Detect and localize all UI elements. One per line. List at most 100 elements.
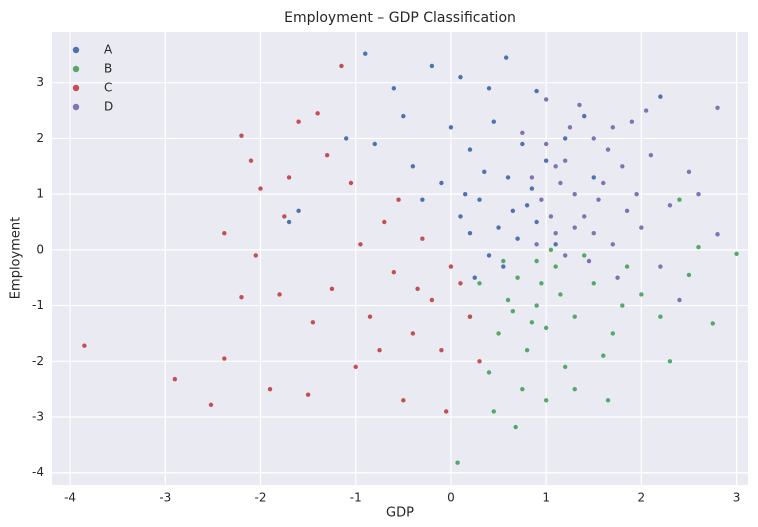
point: [420, 197, 425, 202]
point: [605, 147, 611, 152]
point: [582, 113, 587, 119]
point: [515, 275, 520, 280]
point: [477, 281, 482, 286]
x-tick-label: -3: [159, 491, 171, 505]
point: [734, 251, 739, 256]
point: [439, 180, 444, 186]
point: [472, 275, 477, 280]
point: [415, 286, 420, 292]
point: [572, 386, 577, 392]
x-tick-label: -4: [64, 491, 76, 505]
point: [496, 331, 501, 336]
point: [667, 359, 673, 364]
point: [543, 158, 549, 163]
point: [534, 88, 539, 94]
point: [648, 152, 654, 158]
point: [208, 402, 214, 407]
point: [458, 74, 463, 80]
point: [548, 214, 554, 219]
point: [515, 236, 520, 241]
point: [553, 230, 558, 236]
x-tick-label: 1: [542, 491, 550, 505]
point: [520, 141, 525, 147]
point: [582, 253, 587, 258]
point: [82, 343, 87, 348]
point: [529, 186, 535, 191]
point: [410, 164, 416, 169]
point: [239, 133, 244, 138]
point: [486, 253, 492, 258]
point: [582, 214, 587, 219]
point: [463, 191, 468, 197]
point: [667, 203, 673, 208]
point: [503, 55, 509, 60]
point: [715, 232, 720, 237]
point: [605, 398, 611, 403]
point: [572, 314, 577, 319]
point: [372, 141, 377, 147]
point: [610, 242, 615, 247]
point: [534, 303, 539, 308]
point: [358, 242, 363, 247]
point: [624, 264, 630, 269]
point: [282, 214, 287, 219]
point: [367, 314, 373, 319]
point: [310, 320, 316, 325]
point: [172, 376, 178, 382]
point: [401, 398, 406, 403]
x-tick-label: 0: [447, 491, 455, 505]
point: [401, 113, 406, 119]
point: [510, 208, 516, 214]
point: [429, 63, 435, 69]
point: [253, 253, 258, 258]
point: [439, 347, 444, 353]
point: [524, 203, 530, 208]
point: [591, 136, 596, 141]
point: [572, 225, 577, 230]
point: [601, 353, 606, 358]
point: [715, 105, 720, 110]
point: [339, 63, 344, 69]
point: [658, 94, 663, 99]
y-axis-label: Employment: [9, 217, 24, 299]
point: [305, 392, 311, 397]
point: [505, 297, 511, 303]
point: [510, 308, 516, 314]
point: [377, 347, 382, 353]
point: [534, 242, 539, 247]
point: [353, 364, 358, 370]
chart-title: Employment – GDP Classification: [284, 10, 516, 26]
point: [543, 325, 549, 331]
point: [363, 51, 368, 56]
point: [586, 258, 592, 264]
point: [296, 119, 301, 124]
point: [534, 219, 539, 225]
point: [443, 409, 449, 414]
point: [467, 147, 473, 152]
x-axis-label: GDP: [386, 506, 414, 521]
plot-area: [52, 32, 748, 485]
point: [548, 247, 554, 253]
point: [248, 158, 254, 163]
point: [477, 197, 482, 202]
point: [324, 152, 330, 158]
legend-label: A: [104, 43, 113, 57]
point: [410, 331, 416, 336]
point: [562, 364, 568, 370]
point: [391, 86, 397, 91]
point: [562, 158, 568, 163]
point: [567, 125, 573, 130]
point: [591, 281, 596, 286]
point: [520, 386, 525, 392]
point: [529, 320, 535, 325]
point: [477, 359, 482, 364]
point: [539, 281, 544, 286]
point: [520, 130, 525, 136]
point: [467, 230, 473, 236]
point: [467, 314, 473, 319]
point: [524, 347, 530, 353]
point: [634, 191, 639, 197]
legend-label: D: [104, 100, 113, 114]
point: [501, 258, 506, 264]
point: [296, 208, 301, 214]
